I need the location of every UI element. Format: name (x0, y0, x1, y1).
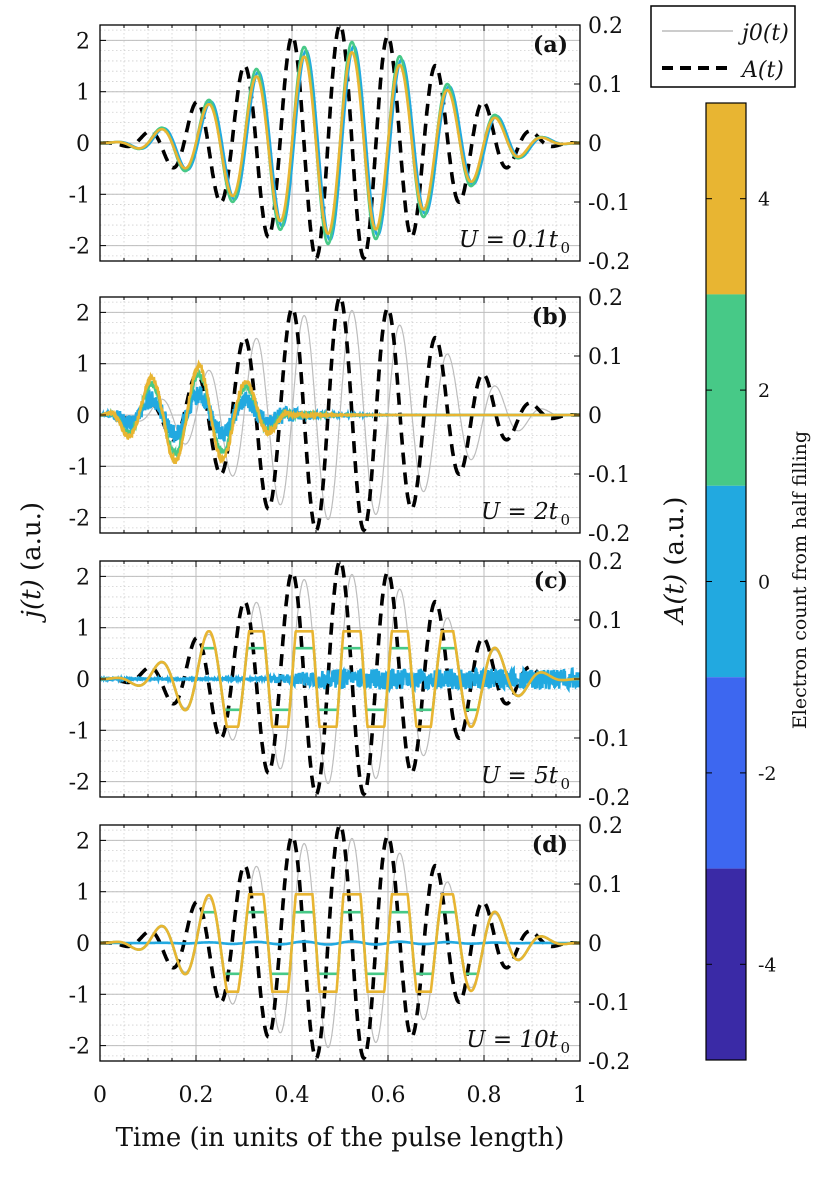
legend-A-label: A(t) (740, 58, 784, 83)
x-tick-label: 0.8 (467, 1083, 502, 1108)
y-right-tick-label: -0.2 (588, 522, 630, 547)
y-right-tick-label: -0.2 (588, 786, 630, 811)
y-right-tick-label: 0 (588, 668, 602, 693)
y-tick-label: 0 (76, 932, 90, 957)
series-n4 (100, 359, 580, 465)
colorbar-tick-label: 2 (758, 380, 770, 402)
y-tick-label: 0 (76, 404, 90, 429)
colorbar-segment (706, 294, 746, 486)
u-label-subscript: 0 (560, 1039, 570, 1057)
y-tick-label: 2 (76, 565, 90, 590)
colorbar-tick-label: -4 (758, 954, 777, 976)
y-right-tick-label: 0.2 (588, 286, 623, 311)
y-right-tick-label: 0 (588, 404, 602, 429)
panel-tag: (b) (532, 304, 568, 330)
y-tick-label: -2 (69, 235, 90, 260)
panel-tag: (a) (533, 32, 568, 58)
u-label: U = 10t (466, 1027, 559, 1053)
panel-tag: (d) (532, 832, 568, 858)
left-axis-label: j(t) (a.u.) (17, 502, 47, 623)
y-tick-label: 0 (76, 668, 90, 693)
y-tick-label: 2 (76, 301, 90, 326)
y-tick-label: -1 (69, 719, 90, 744)
y-right-tick-label: -0.1 (588, 463, 630, 488)
y-right-tick-label: 0.1 (588, 873, 623, 898)
y-tick-label: -1 (69, 183, 90, 208)
legend: j0(t) A(t) (650, 5, 796, 88)
colorbar: -4 -2 0 2 4 (705, 102, 777, 1061)
y-right-tick-label: 0 (588, 132, 602, 157)
y-tick-label: -1 (69, 983, 90, 1008)
x-tick-label: 0.6 (371, 1083, 406, 1108)
x-tick-label: 0.2 (179, 1083, 214, 1108)
series-n4 (100, 630, 580, 728)
y-tick-label: -2 (69, 771, 90, 796)
colorbar-segment (706, 485, 746, 678)
u-label-subscript: 0 (560, 775, 570, 793)
x-axis-label: Time (in units of the pulse length) (116, 1123, 565, 1153)
y-right-tick-label: 0.2 (588, 550, 623, 575)
colorbar-label: Electron count from half filling (789, 431, 811, 729)
series-n4 (100, 893, 580, 993)
x-tick-label: 0.4 (275, 1083, 310, 1108)
x-tick-label: 0 (93, 1083, 107, 1108)
y-right-tick-label: -0.1 (588, 191, 630, 216)
y-tick-label: 1 (76, 81, 90, 106)
u-label-subscript: 0 (560, 239, 570, 257)
series-n4 (100, 50, 580, 236)
panel-tag: (c) (534, 568, 568, 594)
y-right-tick-label: -0.2 (588, 250, 630, 275)
colorbar-segment (706, 677, 746, 869)
y-right-tick-label: 0.1 (588, 609, 623, 634)
y-right-tick-label: -0.1 (588, 727, 630, 752)
colorbar-tick-label: -2 (758, 763, 777, 785)
y-right-tick-label: 0.1 (588, 73, 623, 98)
y-tick-label: 0 (76, 132, 90, 157)
y-right-tick-label: 0.2 (588, 814, 623, 839)
x-tick-label: 1 (573, 1083, 587, 1108)
colorbar-tick-label: 0 (758, 572, 770, 594)
y-tick-label: 1 (76, 353, 90, 378)
y-right-tick-label: -0.1 (588, 991, 630, 1016)
colorbar-tick-label: 4 (758, 189, 770, 211)
y-tick-label: 1 (76, 881, 90, 906)
y-tick-label: 1 (76, 617, 90, 642)
y-tick-label: 2 (76, 829, 90, 854)
legend-j0-label: j0(t) (737, 21, 789, 46)
y-tick-label: -1 (69, 455, 90, 480)
u-label: U = 2t (481, 499, 559, 525)
y-right-tick-label: 0.1 (588, 345, 623, 370)
colorbar-segment (706, 868, 746, 1060)
y-right-tick-label: 0.2 (588, 14, 623, 39)
u-label: U = 0.1t (459, 227, 559, 253)
right-axis-label: A(t) (a.u.) (660, 497, 690, 626)
y-tick-label: -2 (69, 1035, 90, 1060)
y-right-tick-label: 0 (588, 932, 602, 957)
y-right-tick-label: -0.2 (588, 1050, 630, 1075)
colorbar-segment (706, 103, 746, 295)
y-tick-label: -2 (69, 507, 90, 532)
u-label-subscript: 0 (560, 511, 570, 529)
y-tick-label: 2 (76, 29, 90, 54)
u-label: U = 5t (481, 763, 559, 789)
